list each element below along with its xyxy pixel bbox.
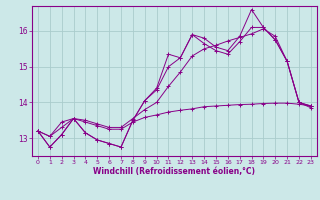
X-axis label: Windchill (Refroidissement éolien,°C): Windchill (Refroidissement éolien,°C) [93, 167, 255, 176]
